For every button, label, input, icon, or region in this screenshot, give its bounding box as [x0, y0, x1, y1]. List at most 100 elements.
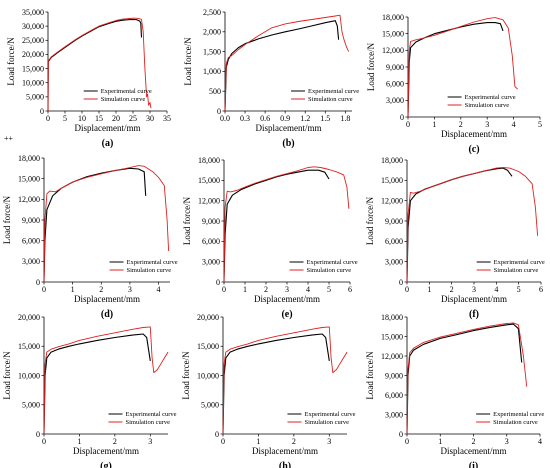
legend-label: Simulation curve — [494, 267, 539, 274]
legend-label: Experimental curve — [101, 88, 152, 95]
y-tick-label: 20,000 — [197, 313, 219, 322]
y-tick-label: 15,000 — [197, 342, 219, 351]
y-tick-label: 5,000 — [22, 401, 40, 410]
x-tick-label: 35 — [163, 114, 171, 123]
x-axis-label: Displacement/mm — [252, 446, 318, 456]
series-line-experimental — [43, 333, 151, 435]
y-tick-label: 15,000 — [382, 29, 404, 38]
panel-letter: (f) — [469, 309, 479, 320]
legend-label: Simulation curve — [125, 419, 170, 426]
x-tick-label: 3 — [285, 285, 289, 294]
panel-letter: (g) — [100, 461, 112, 468]
y-tick-label: 3,000 — [385, 257, 403, 266]
y-tick-label: 6,000 — [202, 237, 220, 246]
x-tick-label: 5 — [538, 120, 542, 129]
x-axis-label: Displacement/mm — [75, 123, 141, 133]
chart-panel-d: 0 1 2 3 4 0 3,000 6,000 9,000 12,000 15,000 18,000 D… — [2, 154, 178, 320]
y-tick-label: 9,000 — [385, 217, 403, 226]
chart-panel-e: 0 1 2 3 4 5 6 0 3,000 6,000 9,000 12,000 15,000 18,00… — [182, 156, 358, 320]
x-tick-label: 5 — [517, 285, 521, 294]
chart-panel-h: 0 1 2 3 0 5,000 10,000 15,000 20,000 Displacement… — [181, 313, 356, 468]
series-line-experimental — [223, 169, 330, 283]
series-line-simulation — [224, 14, 350, 112]
series-line-experimental — [47, 18, 143, 112]
series-line-experimental — [222, 333, 330, 435]
x-tick-label: 2 — [459, 120, 463, 129]
x-tick-label: 0 — [221, 437, 225, 446]
y-axis-label: Load force/N — [181, 351, 191, 400]
series-line-experimental — [43, 167, 147, 283]
x-tick-label: 1 — [432, 120, 436, 129]
chart-panel-f: 0 1 2 3 4 5 6 0 3,000 6,000 9,000 12,000 15,000 18,00… — [365, 156, 545, 320]
x-tick-label: 1 — [256, 437, 260, 446]
x-tick-label: 3 — [472, 285, 476, 294]
legend-label: Simulation curve — [308, 96, 353, 103]
x-axis-label: Displacement/mm — [256, 123, 322, 133]
stray-mark: ++ — [4, 134, 14, 143]
x-tick-label: 0.0 — [220, 114, 230, 123]
x-tick-label: 20 — [112, 114, 120, 123]
legend-label: Simulation curve — [127, 267, 172, 274]
y-tick-label: 10,000 — [22, 79, 44, 88]
y-tick-label: 500 — [209, 87, 221, 96]
x-axis-label: Displacement/mm — [441, 446, 507, 456]
y-tick-label: 15,000 — [381, 332, 403, 341]
x-tick-label: 0 — [222, 285, 226, 294]
y-tick-label: 15,000 — [18, 342, 40, 351]
x-axis-label: Displacement/mm — [74, 294, 140, 304]
legend-label: Simulation curve — [307, 267, 352, 274]
panel-letter: (c) — [468, 144, 479, 155]
y-axis-label: Load force/N — [2, 351, 12, 400]
x-tick-label: 30 — [146, 114, 154, 123]
x-tick-label: 2 — [292, 437, 296, 446]
x-tick-label: 5 — [327, 285, 331, 294]
y-tick-label: 6,000 — [386, 79, 404, 88]
panel-letter: (a) — [102, 138, 114, 149]
legend-label: Experimental curve — [465, 94, 516, 101]
x-tick-label: 3 — [148, 437, 152, 446]
y-tick-label: 0 — [400, 113, 404, 122]
x-tick-label: 15 — [95, 114, 103, 123]
chart-panel-b: 0.0 0.3 0.6 0.9 1.2 1.5 1.8 0 500 1,000 1,500 2,000… — [183, 8, 359, 149]
series-line-simulation — [406, 322, 528, 435]
x-tick-label: 25 — [129, 114, 137, 123]
x-tick-label: 0 — [406, 120, 410, 129]
x-tick-label: 5 — [63, 114, 67, 123]
series-line-simulation — [47, 17, 152, 112]
y-tick-label: 18,000 — [198, 156, 220, 165]
y-tick-label: 15,000 — [381, 176, 403, 185]
y-tick-label: 3,000 — [386, 96, 404, 105]
x-tick-label: 1 — [77, 437, 81, 446]
y-tick-label: 20,000 — [22, 50, 44, 59]
y-tick-label: 3,000 — [385, 410, 403, 419]
series-line-simulation — [222, 326, 348, 435]
x-tick-label: 0.3 — [240, 114, 250, 123]
legend-label: Simulation curve — [465, 102, 510, 109]
y-tick-label: 9,000 — [386, 63, 404, 72]
y-tick-label: 0 — [217, 107, 221, 116]
y-tick-label: 3,000 — [22, 257, 40, 266]
y-tick-label: 18,000 — [382, 13, 404, 22]
legend-label: Simulation curve — [493, 419, 538, 426]
x-tick-label: 4 — [306, 285, 310, 294]
legend-label: Experimental curve — [493, 411, 544, 418]
y-axis-label: Load force/N — [2, 195, 12, 244]
chart-panel-i: 0 1 2 3 4 0 3,000 6,000 9,000 12,000 15,000 18,000 D… — [365, 313, 544, 468]
y-tick-label: 9,000 — [202, 217, 220, 226]
y-tick-label: 10,000 — [197, 371, 219, 380]
panel-letter: (h) — [279, 461, 291, 468]
panel-letter: (d) — [101, 309, 113, 320]
y-tick-label: 3,000 — [202, 257, 220, 266]
x-axis-label: Displacement/mm — [441, 129, 507, 139]
y-tick-label: 2,500 — [203, 8, 221, 17]
y-tick-label: 0 — [399, 430, 403, 439]
x-tick-label: 0 — [405, 285, 409, 294]
y-tick-label: 35,000 — [22, 8, 44, 17]
x-tick-label: 0 — [405, 437, 409, 446]
y-tick-label: 12,000 — [381, 352, 403, 361]
x-tick-label: 0.9 — [280, 114, 290, 123]
y-axis-label: Load force/N — [183, 37, 193, 86]
series-line-experimental — [407, 22, 504, 118]
x-tick-label: 1 — [438, 437, 442, 446]
y-tick-label: 0 — [36, 278, 40, 287]
